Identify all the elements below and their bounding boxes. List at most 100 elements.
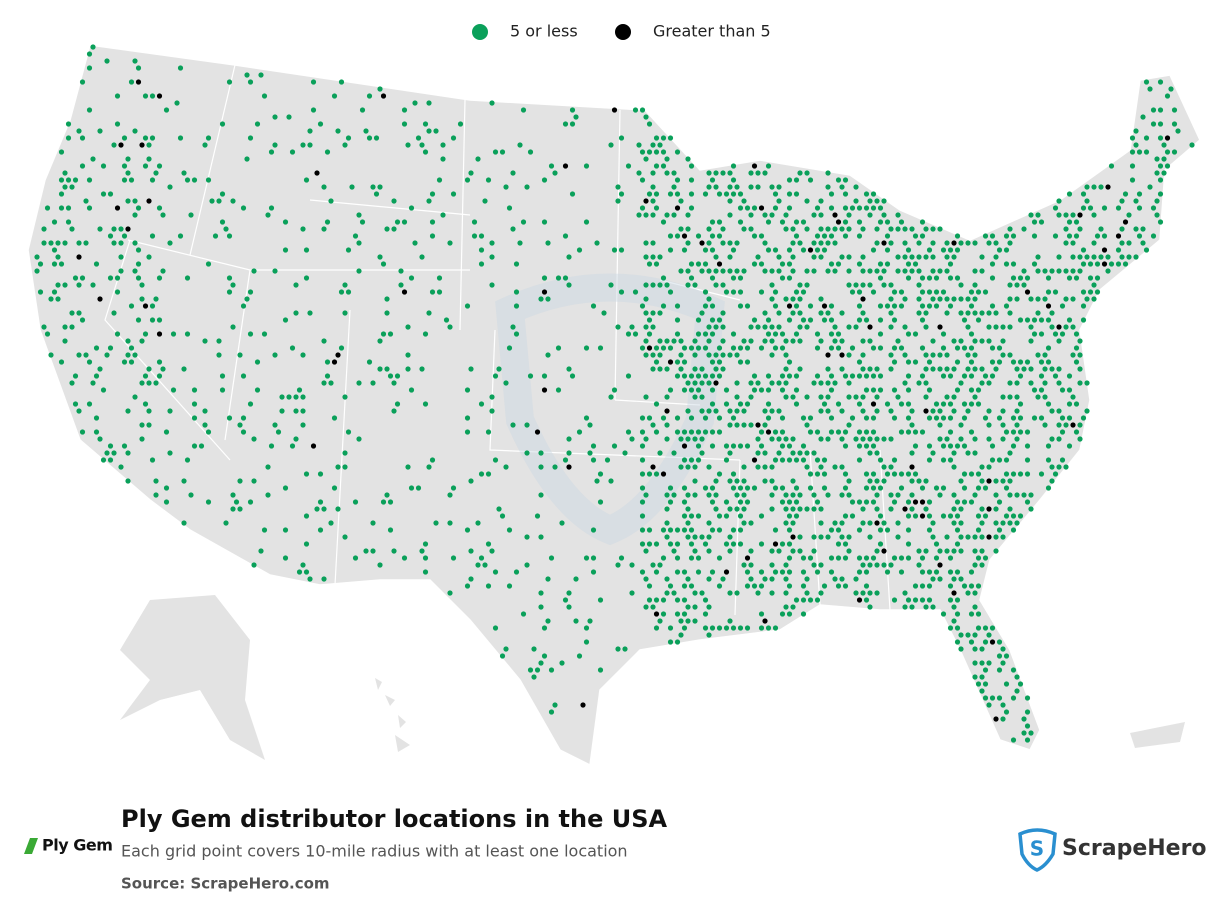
location-dot <box>769 576 775 582</box>
location-dot <box>786 177 793 183</box>
location-dot <box>888 324 894 330</box>
location-dot <box>919 583 926 589</box>
location-dot <box>111 226 117 232</box>
location-dot <box>146 422 152 428</box>
location-dot <box>940 289 947 295</box>
location-dot <box>391 408 397 414</box>
location-dot <box>744 499 751 505</box>
location-dot <box>856 401 863 407</box>
location-dot <box>1087 275 1094 281</box>
location-dot <box>177 233 184 239</box>
location-dot <box>779 499 786 505</box>
location-dot <box>772 345 779 351</box>
location-dot <box>555 345 562 351</box>
location-dot <box>1080 191 1087 197</box>
location-dot <box>678 632 684 638</box>
location-dot <box>867 590 873 596</box>
location-dot <box>1056 338 1062 344</box>
location-dot <box>989 359 996 365</box>
location-dot <box>793 499 800 505</box>
location-dot <box>898 429 905 435</box>
location-dot <box>272 352 278 358</box>
location-dot <box>961 415 968 421</box>
location-dot <box>979 478 985 484</box>
location-dot <box>734 240 740 246</box>
location-dot <box>1042 268 1048 274</box>
location-dot <box>951 590 957 596</box>
location-dot <box>895 338 901 344</box>
location-dot <box>524 562 530 568</box>
location-dot <box>541 219 548 225</box>
location-dot <box>891 555 898 561</box>
location-dot <box>1094 261 1101 267</box>
location-dot <box>202 142 208 148</box>
location-dot <box>685 156 691 162</box>
location-dot <box>783 380 789 386</box>
location-dot <box>394 219 401 225</box>
location-dot <box>839 464 845 470</box>
location-dot <box>727 408 733 414</box>
location-dot <box>930 366 936 372</box>
location-dot <box>1126 240 1132 246</box>
location-dot <box>650 324 656 330</box>
location-dot <box>524 184 530 190</box>
location-dot <box>114 275 121 281</box>
location-dot <box>184 457 191 463</box>
location-dot <box>744 583 751 589</box>
location-dot <box>646 331 653 337</box>
location-dot <box>695 387 702 393</box>
location-dot <box>849 205 856 211</box>
location-dot <box>783 296 789 302</box>
location-dot <box>678 268 684 274</box>
location-dot <box>923 506 929 512</box>
location-dot <box>685 604 691 610</box>
location-dot <box>965 240 971 246</box>
location-dot <box>828 415 835 421</box>
location-dot <box>790 338 796 344</box>
location-dot <box>685 212 691 218</box>
location-dot <box>1084 296 1090 302</box>
location-dot <box>447 324 453 330</box>
location-dot <box>835 541 842 547</box>
location-dot <box>905 429 912 435</box>
location-dot <box>268 205 275 211</box>
location-dot <box>919 303 926 309</box>
location-dot <box>426 128 432 134</box>
location-dot <box>968 583 975 589</box>
location-dot <box>954 639 961 645</box>
location-dot <box>1049 478 1055 484</box>
location-dot <box>545 352 551 358</box>
location-dot <box>706 352 712 358</box>
location-dot <box>800 219 807 225</box>
location-dot <box>1024 429 1031 435</box>
location-dot <box>937 296 943 302</box>
location-dot <box>937 352 943 358</box>
location-dot <box>1066 219 1073 225</box>
location-dot <box>583 555 590 561</box>
location-dot <box>968 499 975 505</box>
location-dot <box>643 352 649 358</box>
location-dot <box>727 534 733 540</box>
location-dot <box>412 100 418 106</box>
location-dot <box>783 394 789 400</box>
location-dot <box>951 492 957 498</box>
location-dot <box>76 310 82 316</box>
location-dot <box>160 212 166 218</box>
location-dot <box>867 450 873 456</box>
location-dot <box>933 289 940 295</box>
location-dot <box>258 548 264 554</box>
location-dot <box>111 450 117 456</box>
location-dot <box>713 478 719 484</box>
location-dot <box>786 555 793 561</box>
location-dot <box>804 394 810 400</box>
location-dot <box>709 331 716 337</box>
location-dot <box>769 590 775 596</box>
location-dot <box>846 548 852 554</box>
location-dot <box>538 534 544 540</box>
location-dot <box>1010 667 1017 673</box>
location-dot <box>744 485 751 491</box>
location-dot <box>702 191 709 197</box>
location-dot <box>933 569 940 575</box>
location-dot <box>142 93 149 99</box>
